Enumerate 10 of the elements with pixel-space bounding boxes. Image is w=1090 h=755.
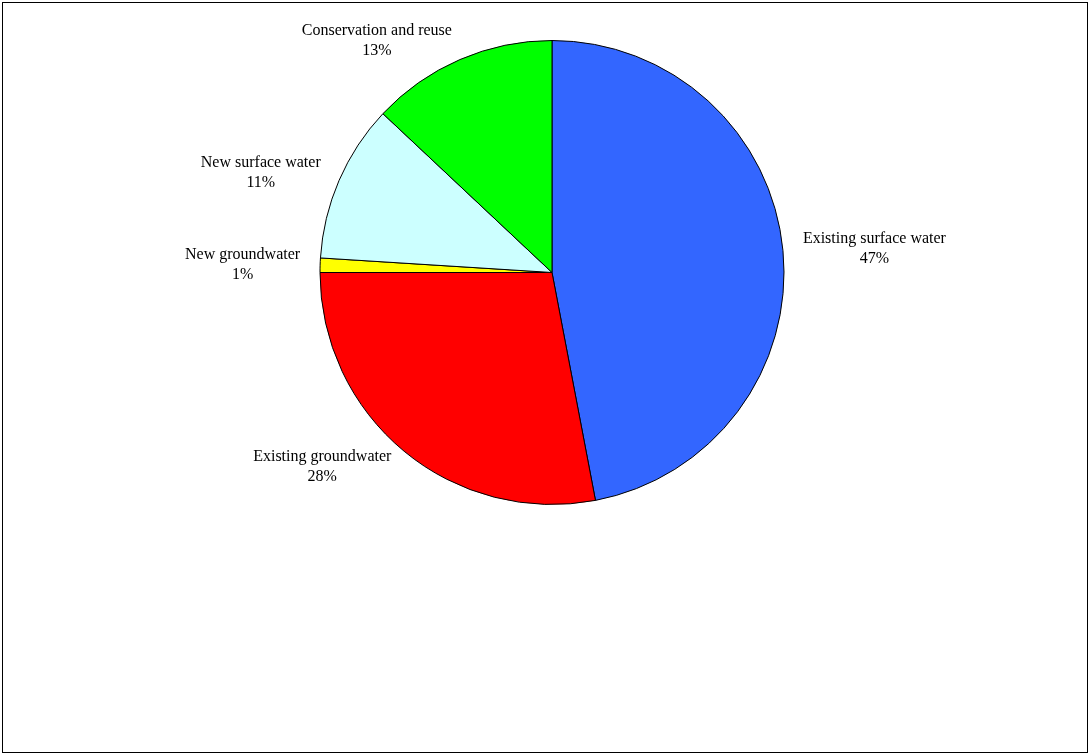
data-label: 11% <box>246 172 276 190</box>
data-label: 28% <box>307 466 337 484</box>
slice-label: Conservation and reuse <box>301 21 452 39</box>
data-label: 1% <box>231 264 254 282</box>
data-label: 13% <box>362 41 392 59</box>
slice-label: Existing surface water <box>802 228 947 247</box>
slice-label: New groundwater <box>185 244 301 263</box>
data-label: 47% <box>859 248 890 266</box>
slice-label: Existing groundwater <box>253 446 393 465</box>
slice-label: New surface water <box>200 152 322 170</box>
